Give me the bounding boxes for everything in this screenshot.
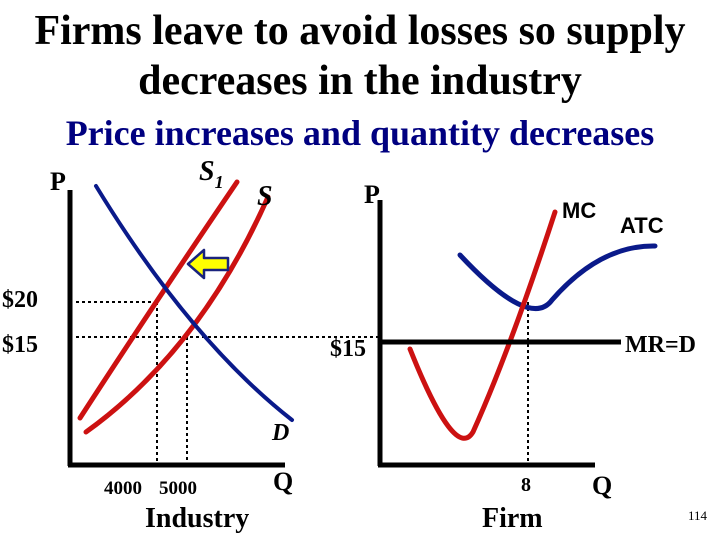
industry-y-axis-label: P (50, 167, 66, 196)
title-line-1: Firms leave to avoid losses so supply (34, 8, 686, 54)
industry-price-low-label: $15 (2, 332, 38, 358)
industry-qty-right-label: 5000 (159, 478, 197, 499)
demand-label: D (271, 420, 289, 446)
firm-x-axis-label: Q (592, 471, 612, 500)
industry-graph: P $20 $15 S1 S D 4000 5000 Q Industry (2, 156, 380, 534)
atc-label: ATC (620, 213, 664, 238)
supply-curve-original (83, 194, 271, 435)
title-line-2: decreases in the industry (138, 58, 582, 104)
industry-price-high-label: $20 (2, 287, 38, 313)
supply-curve-new (77, 179, 240, 421)
slide-subtitle: Price increases and quantity decreases (65, 113, 655, 153)
industry-x-axis-label: Q (273, 467, 293, 496)
mc-label: MC (562, 198, 596, 223)
supply-old-label: S (257, 181, 273, 212)
atc-curve (457, 243, 658, 311)
supply-new-label: S1 (199, 156, 224, 192)
industry-caption: Industry (145, 503, 249, 534)
firm-graph: P MC ATC $15 MR=D 8 Q Firm (330, 180, 696, 534)
demand-curve (94, 184, 294, 422)
mr-label: MR=D (625, 332, 696, 358)
firm-y-axis-label: P (364, 180, 380, 209)
firm-price-label: $15 (330, 336, 366, 362)
industry-qty-left-label: 4000 (104, 478, 142, 499)
page-number: 114 (688, 508, 708, 523)
supply-shift-arrow-icon (186, 248, 230, 280)
firm-caption: Firm (482, 503, 543, 534)
mc-curve (407, 209, 558, 441)
slide-title: Firms leave to avoid losses so supply de… (0, 6, 720, 106)
firm-qty-label: 8 (521, 474, 531, 496)
